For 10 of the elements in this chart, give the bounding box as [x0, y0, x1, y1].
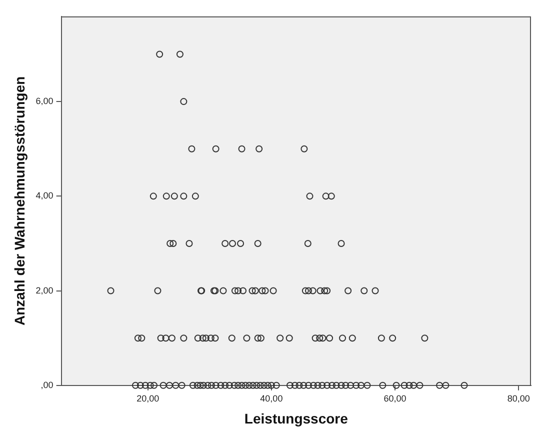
x-tick-label: 80,00: [507, 393, 530, 404]
y-axis-title: Anzahl der Wahrnehmungsstörungen: [11, 76, 28, 326]
y-tick-label: ,00: [40, 380, 54, 390]
y-tick-label: 6,00: [36, 96, 54, 106]
x-axis-title: Leistungsscore: [244, 410, 348, 426]
y-tick-label: 2,00: [36, 285, 54, 296]
y-tick-label: 4,00: [36, 190, 54, 201]
x-tick-label: 40,00: [260, 393, 283, 404]
x-tick-label: 60,00: [384, 393, 406, 404]
x-tick-label: 20,00: [136, 393, 160, 404]
